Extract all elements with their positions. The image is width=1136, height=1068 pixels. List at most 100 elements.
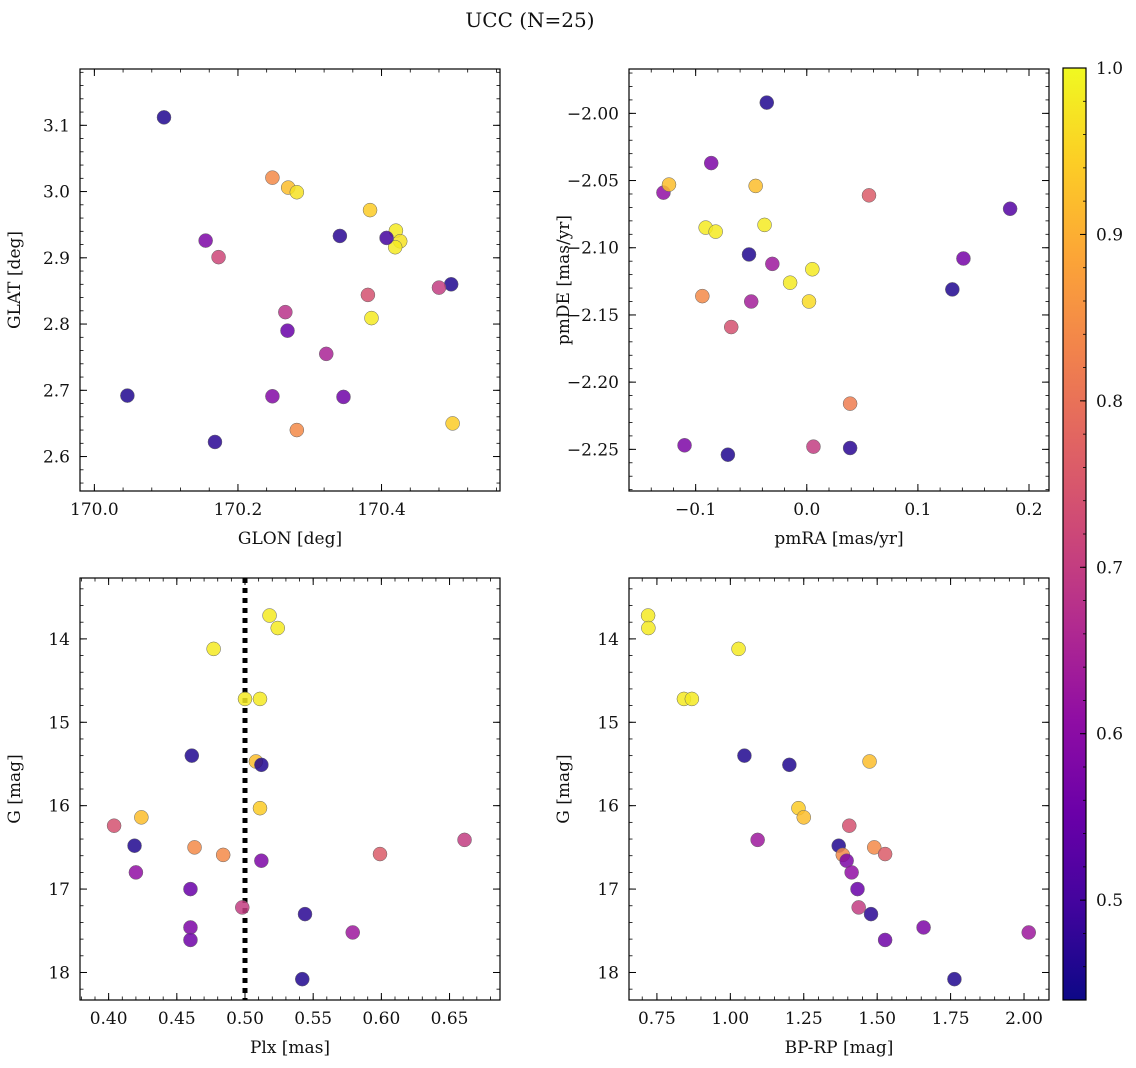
data-point [916, 920, 931, 935]
data-point [120, 388, 135, 403]
data-point [128, 865, 144, 880]
x-axis-label: pmRA [mas/yr] [774, 529, 903, 549]
data-point [861, 188, 877, 203]
x-tick-label: 170.2 [214, 500, 263, 520]
y-tick-label: 16 [48, 797, 70, 817]
data-point [431, 280, 447, 295]
x-tick-label: 0.55 [294, 1009, 332, 1029]
data-point [372, 846, 388, 862]
scatter-panel-glon-glat: 170.0 170.2 170.4 2.6 2.7 2.8 2.9 3.0 3.1 GLON [d… [5, 68, 501, 549]
data-point [743, 294, 759, 309]
data-point [703, 155, 719, 171]
data-point [796, 810, 812, 825]
data-point [750, 832, 765, 848]
x-ticks: 0.75 1.00 1.25 1.50 1.75 2.00 [638, 578, 1043, 1029]
x-tick-label: 1.25 [785, 1009, 823, 1029]
y-ticks: 2.6 2.7 2.8 2.9 3.0 3.1 [43, 71, 500, 484]
data-point [278, 304, 293, 320]
data-point [336, 389, 351, 405]
data-point [806, 439, 821, 454]
axes-frame [79, 68, 501, 492]
data-point [211, 249, 226, 265]
axes-frame [628, 577, 1050, 1001]
data-point [765, 256, 780, 272]
data-point [134, 810, 149, 825]
x-tick-label: 0.0 [793, 500, 820, 520]
data-point [850, 881, 865, 897]
data-point [640, 608, 656, 623]
data-point [127, 838, 142, 853]
data-point [183, 920, 198, 935]
x-axis-label: BP-RP [mag] [785, 1038, 894, 1058]
axes-frame [628, 68, 1050, 492]
data-point [156, 110, 172, 125]
y-tick-label: −2.20 [567, 373, 619, 393]
data-point [237, 691, 253, 707]
x-tick-label: 0.2 [1015, 500, 1042, 520]
data-point [661, 177, 677, 192]
y-axis-label: pmDE [mas/yr] [554, 215, 574, 345]
x-ticks: 0.40 0.45 0.50 0.55 0.60 0.65 [80, 578, 491, 1029]
data-point [759, 95, 775, 110]
colorbar-gradient [1062, 67, 1087, 1001]
y-ticks: 14 15 16 17 18 [48, 588, 500, 990]
data-point [252, 800, 268, 816]
scatter-points [656, 95, 1018, 462]
data-point [1002, 201, 1018, 217]
data-point [757, 217, 772, 233]
scatter-panel-pmra-pmde: −0.1 0.0 0.1 0.2−2.25−2.20−2.15−2.10−2.05−2… [554, 68, 1050, 549]
y-tick-label: 18 [597, 963, 619, 983]
x-tick-label: −0.1 [675, 500, 716, 520]
x-tick-label: 1.50 [858, 1009, 896, 1029]
data-point [862, 754, 877, 769]
data-point [842, 396, 858, 411]
data-point [289, 422, 305, 438]
data-point [877, 932, 893, 948]
y-tick-label: −2.10 [567, 239, 619, 259]
x-ticks: −0.1 0.0 0.1 0.2 [628, 69, 1043, 520]
x-tick-label: 0.50 [226, 1009, 264, 1029]
x-tick-label: 0.75 [638, 1009, 676, 1029]
x-axis-label: GLON [deg] [238, 529, 342, 549]
data-point [252, 691, 268, 707]
data-point [362, 202, 378, 218]
colorbar: 0.5 0.6 0.7 0.8 0.9 1.0 [1062, 59, 1123, 1001]
x-tick-label: 1.75 [932, 1009, 970, 1029]
data-point [206, 641, 221, 657]
y-tick-label: 16 [597, 797, 619, 817]
x-tick-label: 170.0 [70, 500, 119, 520]
data-point [748, 178, 763, 194]
data-point [782, 757, 797, 773]
data-point [106, 818, 122, 833]
data-point [677, 438, 692, 453]
x-ticks: 170.0 170.2 170.4 [70, 69, 497, 520]
y-tick-label: 17 [597, 880, 619, 900]
y-tick-label: 17 [48, 880, 70, 900]
data-point [332, 228, 348, 244]
data-point [945, 282, 960, 297]
x-tick-label: 2.00 [1005, 1009, 1043, 1029]
data-point [443, 277, 459, 292]
data-point [782, 275, 798, 290]
data-point [265, 389, 280, 404]
scatter-points [106, 608, 472, 987]
y-ticks: 14 15 16 17 18 [597, 588, 1049, 990]
y-tick-label: 3.0 [43, 183, 70, 203]
data-point [187, 840, 202, 855]
y-tick-label: −2.05 [567, 172, 619, 192]
y-tick-label: 2.7 [43, 381, 70, 401]
scatter-panel-plx-g: 0.40 0.45 0.50 0.55 0.60 0.65 14 15 16 17 18 Plx [m… [5, 577, 501, 1058]
x-tick-label: 1.00 [711, 1009, 749, 1029]
y-axis-label: G [mag] [5, 754, 25, 823]
data-point [723, 319, 739, 335]
x-tick-label: 0.40 [90, 1009, 128, 1029]
data-point [270, 620, 285, 636]
y-tick-label: 2.9 [43, 249, 70, 269]
data-point [198, 233, 213, 248]
data-point [695, 288, 710, 304]
data-point [215, 847, 231, 863]
data-point [183, 932, 198, 948]
data-point [684, 691, 700, 707]
y-tick-label: 18 [48, 963, 70, 983]
